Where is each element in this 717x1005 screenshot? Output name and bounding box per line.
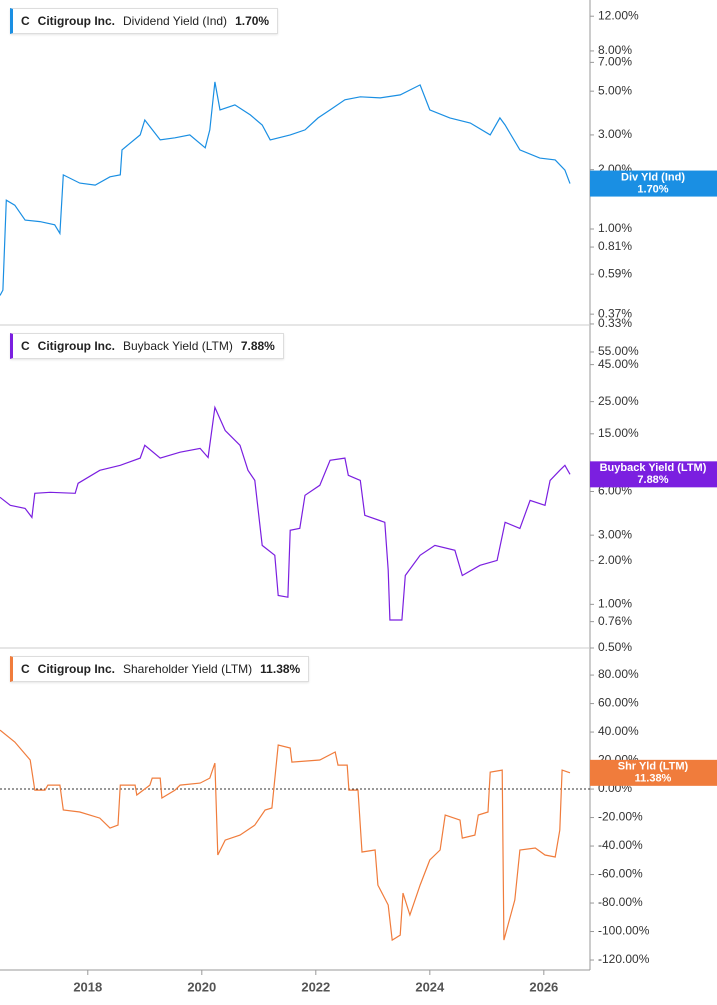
y-tick-label: 40.00% [598, 724, 639, 738]
y-tick-label: 0.76% [598, 614, 632, 628]
ticker: C [21, 662, 30, 676]
end-label-name: Shr Yld (LTM) [618, 761, 689, 773]
y-tick-label: 0.37% [598, 306, 632, 320]
x-tick-label: 2024 [415, 979, 445, 994]
company: Citigroup Inc. [37, 662, 115, 676]
y-tick-label: 15.00% [598, 426, 639, 440]
ticker: C [21, 14, 30, 28]
y-tick-label: -120.00% [598, 952, 650, 966]
y-tick-label: 45.00% [598, 357, 639, 371]
x-tick-label: 2026 [529, 979, 558, 994]
ticker: C [21, 339, 30, 353]
end-label-name: Div Yld (Ind) [621, 171, 685, 183]
end-label-box [590, 461, 717, 488]
end-label-value: 11.38% [635, 773, 672, 785]
series-name: Dividend Yield (Ind) [123, 14, 228, 28]
y-tick-label: 55.00% [598, 344, 639, 358]
y-tick-label: 0.33% [598, 316, 632, 330]
x-tick-label: 2018 [73, 979, 102, 994]
series-line [0, 81, 571, 296]
current-value: 11.38% [260, 662, 301, 676]
y-tick-label: -80.00% [598, 895, 643, 909]
y-tick-label: 3.00% [598, 527, 632, 541]
legend: C Citigroup Inc. Shareholder Yield (LTM)… [10, 656, 310, 682]
x-tick-label: 2020 [187, 979, 216, 994]
current-value: 1.70% [235, 14, 270, 28]
y-tick-label: 0.81% [598, 239, 632, 253]
current-value: 7.88% [240, 339, 275, 353]
end-label-box [590, 759, 717, 786]
series-name: Buyback Yield (LTM) [123, 339, 233, 353]
y-tick-label: -100.00% [598, 924, 650, 938]
x-tick-label: 2022 [301, 979, 330, 994]
y-tick-label: 80.00% [598, 667, 639, 681]
y-tick-label: 7.00% [598, 55, 632, 69]
series-line [0, 405, 571, 621]
y-tick-label: 12.00% [598, 8, 639, 22]
y-tick-label: 3.00% [598, 127, 632, 141]
end-label-value: 1.70% [637, 183, 668, 195]
legend: C Citigroup Inc. Dividend Yield (Ind) 1.… [10, 8, 279, 34]
y-tick-label: 0.59% [598, 266, 632, 280]
y-tick-label: -40.00% [598, 838, 643, 852]
end-label-value: 7.88% [637, 474, 668, 486]
company: Citigroup Inc. [37, 14, 115, 28]
end-label-box [590, 170, 717, 197]
y-tick-label: 1.00% [598, 221, 632, 235]
series-name: Shareholder Yield (LTM) [123, 662, 253, 676]
y-tick-label: 2.00% [598, 553, 632, 567]
y-tick-label: -20.00% [598, 810, 643, 824]
y-tick-label: 0.50% [598, 640, 632, 654]
y-tick-label: -60.00% [598, 867, 643, 881]
y-tick-label: 8.00% [598, 43, 632, 57]
legend: C Citigroup Inc. Buyback Yield (LTM) 7.8… [10, 333, 284, 359]
series-line [0, 729, 571, 942]
y-tick-label: 60.00% [598, 696, 639, 710]
y-tick-label: 5.00% [598, 83, 632, 97]
end-label-name: Buyback Yield (LTM) [600, 462, 707, 474]
y-tick-label: 1.00% [598, 597, 632, 611]
company: Citigroup Inc. [37, 339, 115, 353]
y-tick-label: 25.00% [598, 394, 639, 408]
